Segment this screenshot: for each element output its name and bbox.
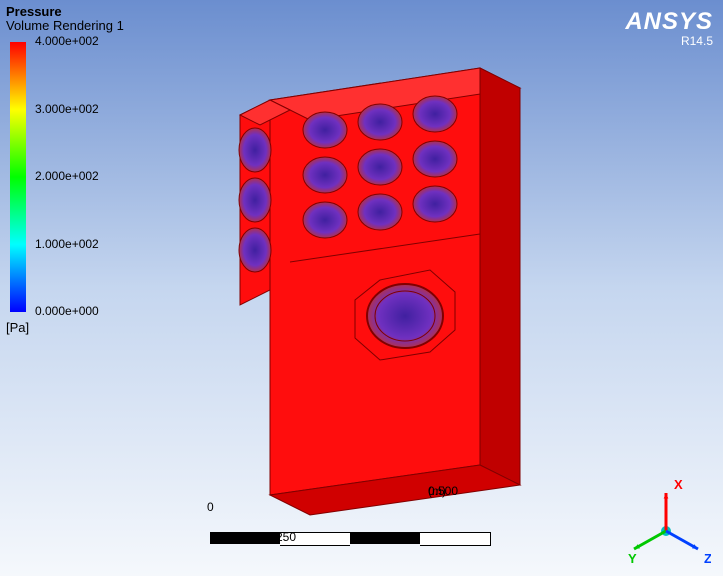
legend-tick: 4.000e+002 <box>35 34 99 48</box>
scale-zero: 0 <box>207 500 214 514</box>
legend-panel: Pressure Volume Rendering 1 <box>6 4 166 33</box>
scale-mid: 0.250 <box>266 530 296 544</box>
triad-label-x: X <box>674 477 683 492</box>
brand-version: R14.5 <box>625 34 713 48</box>
triad-label-y: Y <box>628 551 637 566</box>
model-render[interactable] <box>200 30 550 520</box>
orientation-triad[interactable]: X Y Z <box>621 476 711 566</box>
scale-track <box>210 532 490 544</box>
legend-tick: 2.000e+002 <box>35 169 99 183</box>
legend-colorbar <box>10 42 26 312</box>
legend-tick: 0.000e+000 <box>35 304 99 318</box>
scale-bar: 0 0.500 (m) 0.250 <box>210 516 490 544</box>
triad-label-z: Z <box>704 551 711 566</box>
triad-arrow-x <box>664 493 669 499</box>
legend-tick: 3.000e+002 <box>35 102 99 116</box>
legend-title: Pressure <box>6 4 166 19</box>
legend-tick: 1.000e+002 <box>35 237 99 251</box>
legend-unit: [Pa] <box>6 320 29 335</box>
brand-block: ANSYS R14.5 <box>625 8 713 48</box>
viewport[interactable]: Pressure Volume Rendering 1 4.000e+002 3.… <box>0 0 723 576</box>
brand-logo: ANSYS <box>625 8 713 36</box>
model-body <box>239 68 520 515</box>
legend-subtitle: Volume Rendering 1 <box>6 18 166 33</box>
